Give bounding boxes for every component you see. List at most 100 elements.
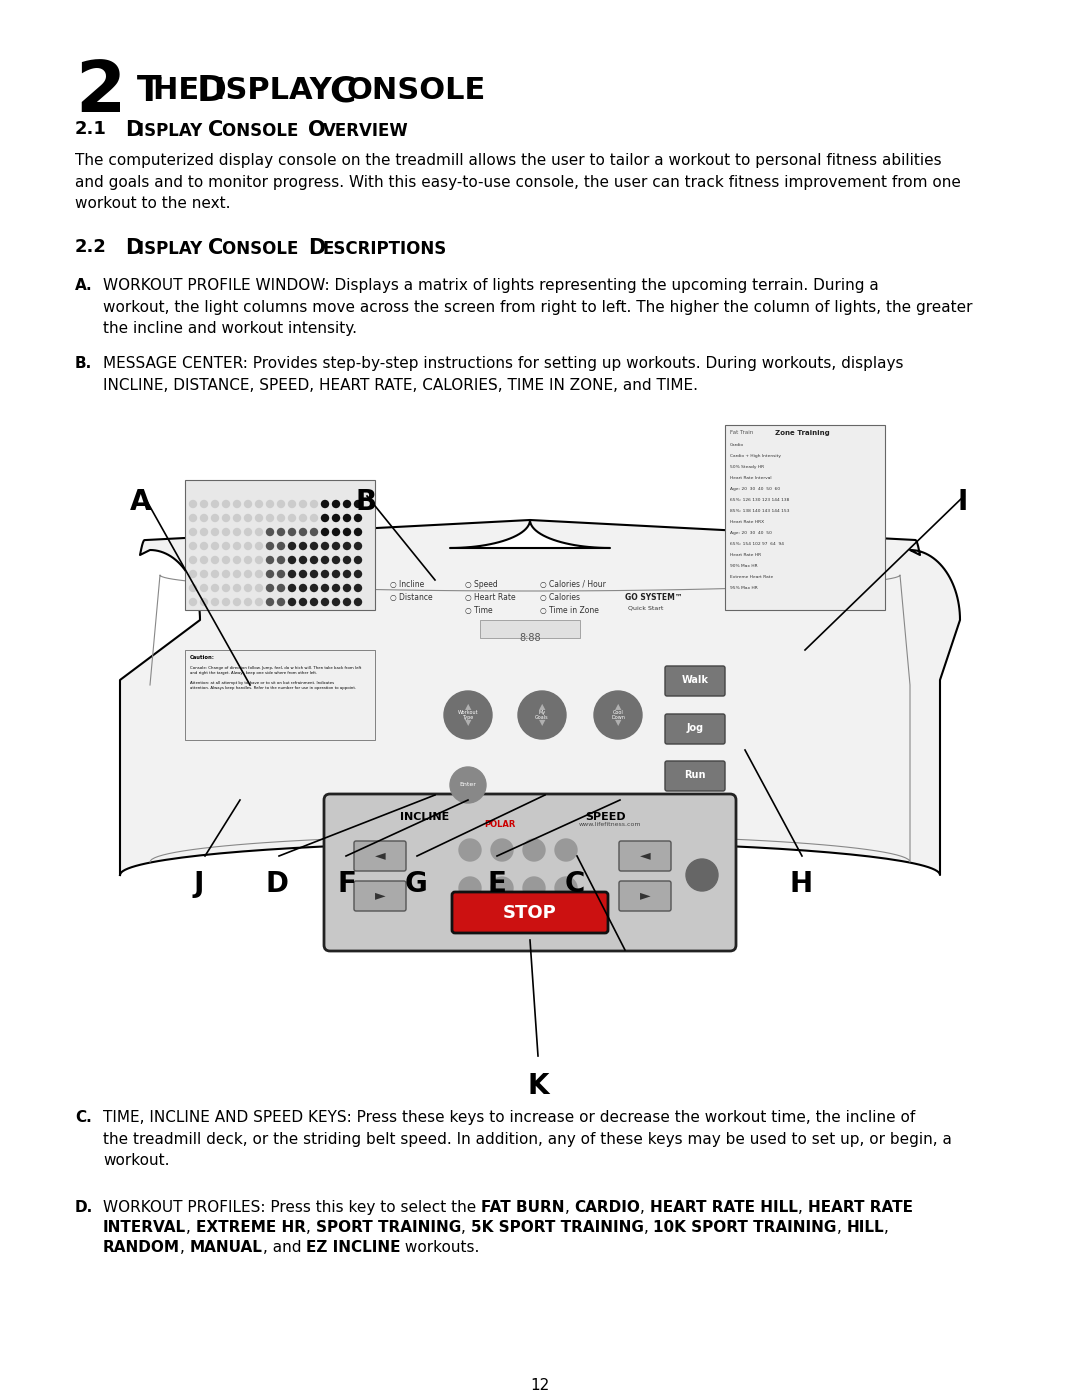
Circle shape [288, 584, 296, 591]
Polygon shape [120, 520, 960, 875]
Circle shape [354, 542, 362, 549]
Circle shape [343, 598, 351, 605]
Text: STOP: STOP [503, 904, 557, 922]
Text: 5K SPORT TRAINING: 5K SPORT TRAINING [471, 1220, 644, 1235]
Circle shape [311, 584, 318, 591]
Circle shape [267, 570, 273, 577]
Text: ISPLAY: ISPLAY [138, 240, 208, 258]
Text: ○ Incline: ○ Incline [390, 580, 424, 590]
Circle shape [343, 542, 351, 549]
Text: 95% Max HR: 95% Max HR [730, 585, 758, 590]
Text: Cardio + High Intensity: Cardio + High Intensity [730, 454, 781, 458]
Circle shape [311, 500, 318, 507]
Text: Jog: Jog [687, 724, 703, 733]
Circle shape [189, 542, 197, 549]
Circle shape [686, 859, 718, 891]
Circle shape [333, 598, 339, 605]
Text: F: F [338, 870, 356, 898]
Text: VERVIEW: VERVIEW [323, 122, 408, 140]
Circle shape [322, 570, 328, 577]
Circle shape [278, 556, 284, 563]
Text: POLAR: POLAR [484, 820, 515, 828]
Circle shape [299, 556, 307, 563]
Text: 2: 2 [75, 59, 125, 127]
Text: ▲: ▲ [539, 703, 545, 711]
Text: G: G [405, 870, 428, 898]
Text: ○ Speed: ○ Speed [465, 580, 498, 590]
Text: 10K SPORT TRAINING: 10K SPORT TRAINING [653, 1220, 837, 1235]
Circle shape [233, 500, 241, 507]
Text: ○ Distance: ○ Distance [390, 592, 433, 602]
Circle shape [201, 528, 207, 535]
Text: I: I [958, 488, 969, 515]
Text: C: C [208, 237, 224, 258]
Circle shape [233, 570, 241, 577]
Circle shape [233, 528, 241, 535]
Text: INCLINE: INCLINE [400, 812, 449, 821]
Circle shape [244, 500, 252, 507]
Circle shape [244, 556, 252, 563]
Text: O: O [308, 120, 326, 140]
Circle shape [278, 514, 284, 521]
Text: The computerized display console on the treadmill allows the user to tailor a wo: The computerized display console on the … [75, 154, 961, 211]
Circle shape [518, 692, 566, 739]
Circle shape [222, 528, 229, 535]
Text: 50% Steady HR: 50% Steady HR [730, 465, 765, 469]
Text: HEART RATE: HEART RATE [808, 1200, 913, 1215]
Bar [185, 650, 375, 740]
Text: ◄: ◄ [639, 848, 650, 862]
FancyBboxPatch shape [453, 893, 608, 933]
Text: EXTREME HR: EXTREME HR [195, 1220, 306, 1235]
Circle shape [343, 570, 351, 577]
Circle shape [523, 877, 545, 900]
Circle shape [354, 598, 362, 605]
Text: Caution:: Caution: [190, 655, 215, 659]
Circle shape [244, 542, 252, 549]
Circle shape [343, 500, 351, 507]
Circle shape [311, 570, 318, 577]
Text: Walk: Walk [681, 675, 708, 685]
Text: WORKOUT PROFILES: Press this key to select the: WORKOUT PROFILES: Press this key to sele… [103, 1200, 481, 1215]
Text: ESCRIPTIONS: ESCRIPTIONS [323, 240, 447, 258]
Circle shape [256, 528, 262, 535]
Circle shape [333, 542, 339, 549]
Text: ,: , [306, 1220, 315, 1235]
Circle shape [212, 570, 218, 577]
Circle shape [222, 584, 229, 591]
Text: T: T [137, 74, 162, 108]
Circle shape [288, 570, 296, 577]
Circle shape [299, 584, 307, 591]
Circle shape [267, 598, 273, 605]
Text: Cardio: Cardio [730, 443, 744, 447]
Circle shape [189, 556, 197, 563]
Text: D: D [265, 870, 288, 898]
Circle shape [354, 556, 362, 563]
Circle shape [444, 692, 492, 739]
Text: Fat Train: Fat Train [730, 430, 753, 434]
FancyBboxPatch shape [665, 666, 725, 696]
Circle shape [233, 542, 241, 549]
FancyBboxPatch shape [619, 882, 671, 911]
Text: Heart Rate HRX: Heart Rate HRX [730, 520, 765, 524]
Text: 85%: 138 140 143 144 153: 85%: 138 140 143 144 153 [730, 509, 789, 513]
Bar [185, 481, 375, 610]
Circle shape [256, 514, 262, 521]
Text: ▲: ▲ [615, 703, 621, 711]
Circle shape [311, 542, 318, 549]
Circle shape [212, 542, 218, 549]
Text: SPORT TRAINING: SPORT TRAINING [315, 1220, 461, 1235]
Circle shape [278, 528, 284, 535]
Circle shape [244, 598, 252, 605]
Circle shape [278, 584, 284, 591]
Bar [480, 620, 580, 638]
Text: ,: , [180, 1241, 190, 1255]
Circle shape [555, 840, 577, 861]
Circle shape [244, 514, 252, 521]
Text: workouts.: workouts. [401, 1241, 480, 1255]
Circle shape [189, 528, 197, 535]
Text: Quick Start: Quick Start [627, 606, 663, 610]
Circle shape [222, 542, 229, 549]
Circle shape [594, 692, 642, 739]
FancyBboxPatch shape [665, 761, 725, 791]
Circle shape [256, 570, 262, 577]
